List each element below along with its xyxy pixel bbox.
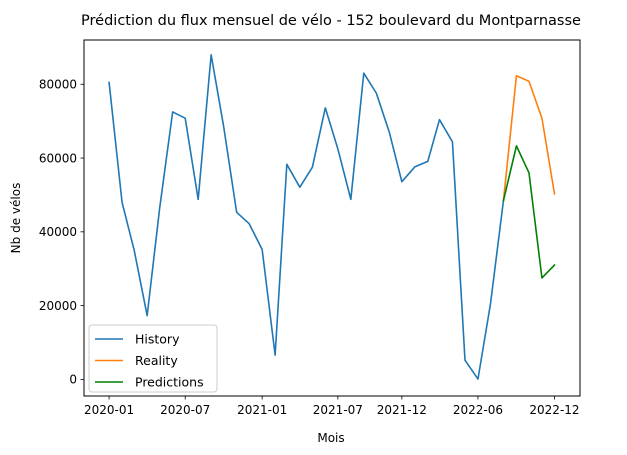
x-axis: 2020-01 2020-07 2021-01 2021-07 2021-12 2022-… — [84, 396, 580, 417]
y-tick-label: 60000 — [39, 151, 77, 165]
x-tick-label: 2021-01 — [237, 403, 287, 417]
series-line-predictions — [502, 145, 556, 279]
series-line-reality — [502, 74, 556, 202]
x-tick-label: 2020-07 — [160, 403, 210, 417]
legend-label-history: History — [135, 332, 180, 347]
legend: History Reality Predictions — [88, 324, 218, 393]
legend-label-reality: Reality — [135, 353, 178, 368]
y-tick-label: 20000 — [39, 299, 77, 313]
series-layer — [108, 53, 556, 380]
legend-box — [88, 324, 218, 393]
y-tick-label: 40000 — [39, 225, 77, 239]
chart-title: Prédiction du flux mensuel de vélo - 152… — [81, 13, 581, 29]
x-tick-label: 2022-12 — [529, 403, 579, 417]
x-tick-label: 2021-07 — [313, 403, 363, 417]
y-tick-label: 0 — [69, 373, 77, 387]
x-tick-label: 2020-01 — [84, 403, 134, 417]
x-axis-label: Mois — [317, 431, 344, 445]
legend-label-predictions: Predictions — [135, 375, 204, 390]
plot-area — [83, 39, 581, 397]
x-tick-label: 2022-06 — [453, 403, 503, 417]
y-axis-label: Nb de vélos — [9, 183, 23, 254]
series-line-history — [108, 53, 505, 380]
y-axis: 0 20000 40000 60000 80000 — [39, 78, 84, 387]
y-tick-label: 80000 — [39, 78, 77, 92]
x-tick-label: 2021-12 — [377, 403, 427, 417]
